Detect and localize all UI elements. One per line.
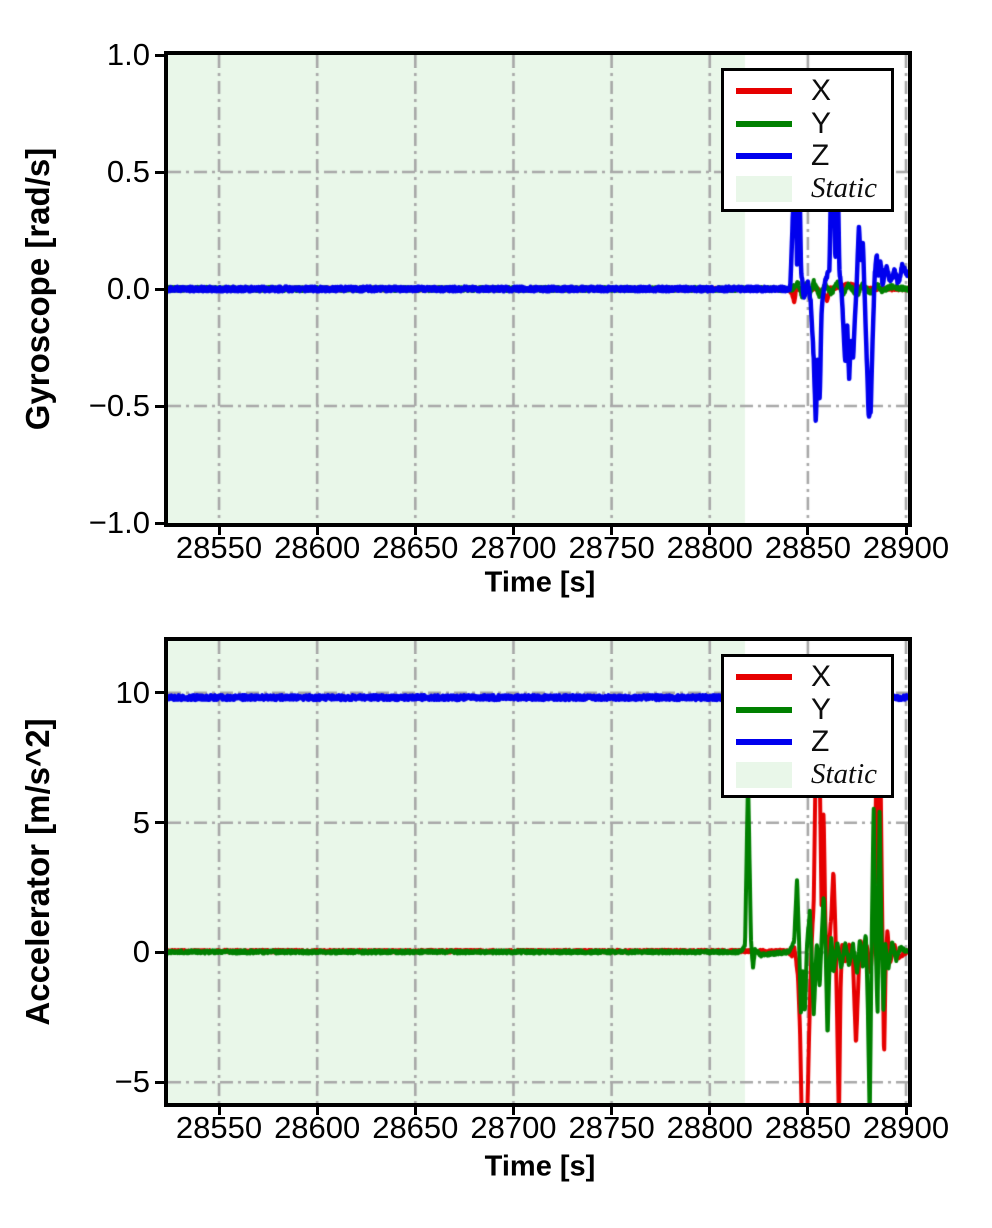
- legend-entry-static: Static: [736, 759, 891, 792]
- legend-label-y: Y: [811, 692, 832, 726]
- accelerator-y-axis-label: Accelerator [m/s^2]: [19, 718, 56, 1026]
- y-tick-label: 10: [115, 674, 150, 710]
- x-tick-mark: [217, 526, 221, 535]
- legend-entry-y: Y: [736, 694, 891, 727]
- x-tick-label: 28850: [764, 530, 851, 565]
- legend-line-swatch-y: [736, 120, 792, 127]
- x-tick-mark: [904, 526, 908, 535]
- y-tick-mark: [155, 950, 164, 954]
- x-tick-label: 28600: [274, 530, 361, 565]
- x-tick-mark: [610, 1106, 614, 1115]
- legend-label-x: X: [811, 660, 832, 694]
- x-tick-label: 28800: [666, 1110, 753, 1145]
- x-tick-mark: [610, 526, 614, 535]
- legend-line-swatch-x: [736, 88, 792, 95]
- legend-patch-swatch-static: [736, 761, 792, 788]
- y-tick-label: −5: [114, 1064, 150, 1100]
- x-tick-mark: [806, 526, 810, 535]
- y-tick-mark: [155, 521, 164, 525]
- x-tick-mark: [315, 1106, 319, 1115]
- legend-entry-x: X: [736, 661, 891, 694]
- gyroscope-x-axis-label: Time [s]: [484, 566, 596, 599]
- x-tick-label: 28900: [862, 530, 950, 565]
- legend-label-z: Z: [811, 139, 830, 173]
- y-tick-label: −0.5: [88, 388, 150, 423]
- x-tick-mark: [708, 1106, 712, 1115]
- x-tick-label: 28700: [470, 530, 557, 565]
- legend-label-static: Static: [811, 172, 878, 205]
- legend-label-x: X: [811, 74, 832, 108]
- legend-label-static: Static: [811, 758, 878, 791]
- accelerator-plot-area: X Y Z Static: [164, 637, 912, 1107]
- y-tick-label: 0: [132, 934, 150, 970]
- x-tick-label: 28750: [568, 530, 655, 565]
- x-tick-label: 28900: [862, 1110, 950, 1145]
- gyroscope-legend: X Y Z Static: [721, 68, 894, 212]
- x-tick-label: 28750: [568, 1110, 655, 1145]
- legend-line-swatch-z: [736, 739, 792, 746]
- legend-entry-y: Y: [736, 108, 891, 141]
- y-tick-label: 5: [132, 804, 150, 840]
- legend-label-z: Z: [811, 725, 830, 759]
- x-tick-label: 28650: [372, 1110, 459, 1145]
- legend-label-y: Y: [811, 106, 832, 140]
- accelerator-legend: X Y Z Static: [721, 654, 894, 798]
- legend-entry-z: Z: [736, 726, 891, 759]
- x-tick-mark: [413, 1106, 417, 1115]
- x-tick-mark: [511, 1106, 515, 1115]
- y-tick-label: 0.0: [106, 271, 150, 306]
- legend-line-swatch-y: [736, 706, 792, 713]
- x-tick-label: 28700: [470, 1110, 557, 1145]
- y-tick-mark: [155, 53, 164, 57]
- x-tick-mark: [511, 526, 515, 535]
- x-tick-mark: [217, 1106, 221, 1115]
- y-tick-label: 1.0: [106, 37, 150, 72]
- x-tick-label: 28850: [764, 1110, 851, 1145]
- legend-entry-static: Static: [736, 173, 891, 206]
- legend-patch-swatch-static: [736, 175, 792, 202]
- y-tick-label: 0.5: [106, 154, 150, 189]
- y-tick-mark: [155, 170, 164, 174]
- legend-line-swatch-x: [736, 674, 792, 681]
- x-tick-mark: [904, 1106, 908, 1115]
- x-tick-label: 28600: [274, 1110, 361, 1145]
- y-tick-mark: [155, 691, 164, 695]
- gyroscope-plot-area: X Y Z Static: [164, 51, 912, 527]
- x-tick-label: 28550: [175, 530, 263, 565]
- x-tick-mark: [315, 526, 319, 535]
- x-tick-mark: [413, 526, 417, 535]
- x-tick-label: 28550: [175, 1110, 263, 1145]
- legend-entry-z: Z: [736, 140, 891, 173]
- x-tick-label: 28800: [666, 530, 753, 565]
- y-tick-label: −1.0: [88, 505, 150, 540]
- legend-entry-x: X: [736, 75, 891, 108]
- legend-line-swatch-z: [736, 153, 792, 160]
- y-tick-mark: [155, 1080, 164, 1084]
- y-tick-mark: [155, 821, 164, 825]
- accelerator-x-axis-label: Time [s]: [484, 1150, 596, 1183]
- x-tick-mark: [708, 526, 712, 535]
- x-tick-label: 28650: [372, 530, 459, 565]
- y-tick-mark: [155, 404, 164, 408]
- y-tick-mark: [155, 287, 164, 291]
- x-tick-mark: [806, 1106, 810, 1115]
